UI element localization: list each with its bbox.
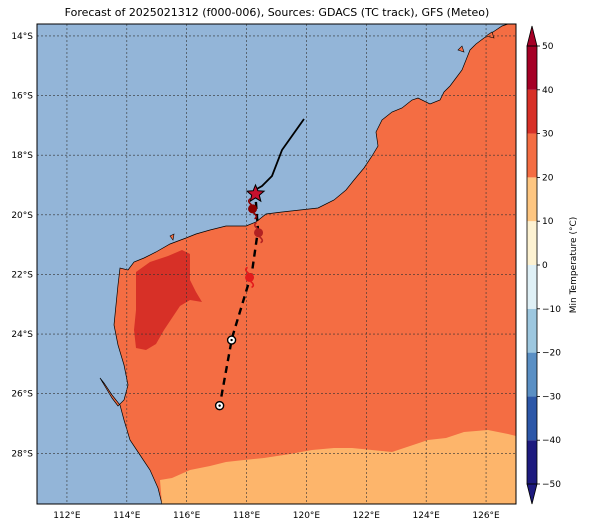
colorbar: 50 40 30 20 10 0 −10 −20 −30 −40 −50	[526, 25, 561, 505]
island	[485, 31, 495, 39]
colorbar-tick-label: −10	[542, 305, 561, 315]
colorbar-tick-label: −50	[542, 480, 561, 490]
colorbar-band	[527, 46, 537, 90]
grid-lines	[37, 24, 516, 504]
lat-tick-label: 24°S	[11, 330, 33, 340]
colorbar-band	[527, 265, 537, 309]
map-frame	[36, 23, 517, 505]
colorbar-band	[527, 89, 537, 134]
lon-tick-label: 118°E	[233, 511, 261, 521]
colorbar-band	[527, 396, 537, 441]
colorbar-tick-label: −20	[542, 349, 561, 359]
map-area	[36, 23, 517, 505]
colorbar-extend-bottom	[526, 483, 538, 505]
track-markers	[214, 183, 266, 411]
cool-patch	[308, 456, 356, 492]
lon-tick-label: 114°E	[113, 511, 141, 521]
lat-tick-label: 22°S	[11, 270, 33, 280]
lat-tick-label: 16°S	[11, 92, 33, 102]
lat-tick-label: 14°S	[11, 32, 33, 42]
lon-tick-label: 116°E	[173, 511, 201, 521]
lon-tick-label: 124°E	[413, 511, 441, 521]
island	[169, 233, 175, 241]
lat-tick-label: 20°S	[11, 211, 33, 221]
lon-tick-label: 120°E	[293, 511, 321, 521]
observed-track	[254, 118, 305, 191]
colorbar-tick-label: 30	[542, 130, 554, 140]
current-position-star-icon	[245, 183, 266, 203]
colorbar-band	[527, 352, 537, 397]
cyclone-icon	[248, 198, 258, 220]
colorbar-tick-label: 0	[542, 261, 548, 271]
colorbar-tick-label: 10	[542, 217, 554, 227]
colorbar-band	[527, 133, 537, 178]
colorbar-band	[527, 440, 537, 484]
colorbar-band	[527, 177, 537, 222]
colorbar-tick-label: 50	[542, 42, 554, 52]
colorbar-tick-label: −30	[542, 392, 561, 402]
island	[457, 45, 465, 53]
colorbar-band	[527, 221, 537, 265]
colorbar-tick-label: 20	[542, 173, 554, 183]
lat-tick-label: 18°S	[11, 151, 33, 161]
lon-tick-label: 122°E	[353, 511, 381, 521]
colorbar-label: Min Temperature (°C)	[569, 217, 579, 314]
map-title: Forecast of 2025021312 (f000-006), Sourc…	[64, 6, 490, 19]
colorbar-tick-label: −40	[542, 436, 561, 446]
lat-tick-label: 26°S	[11, 390, 33, 400]
low-pressure-icon	[226, 335, 237, 345]
lon-tick-label: 126°E	[472, 511, 500, 521]
colorbar-band	[527, 308, 537, 353]
axis-ticks: 112°E 114°E 116°E 118°E 120°E 122°E 124°E 126°E…	[11, 32, 500, 521]
low-pressure-icon	[214, 400, 225, 411]
colorbar-extend-top	[526, 25, 538, 47]
lon-tick-label: 112°E	[53, 511, 81, 521]
cyclone-icon	[253, 221, 264, 244]
hot-region	[134, 250, 202, 350]
land-mass	[99, 23, 517, 505]
lat-tick-label: 28°S	[11, 449, 33, 459]
cyclone-icon	[245, 266, 255, 289]
colorbar-tick-label: 40	[542, 86, 554, 96]
